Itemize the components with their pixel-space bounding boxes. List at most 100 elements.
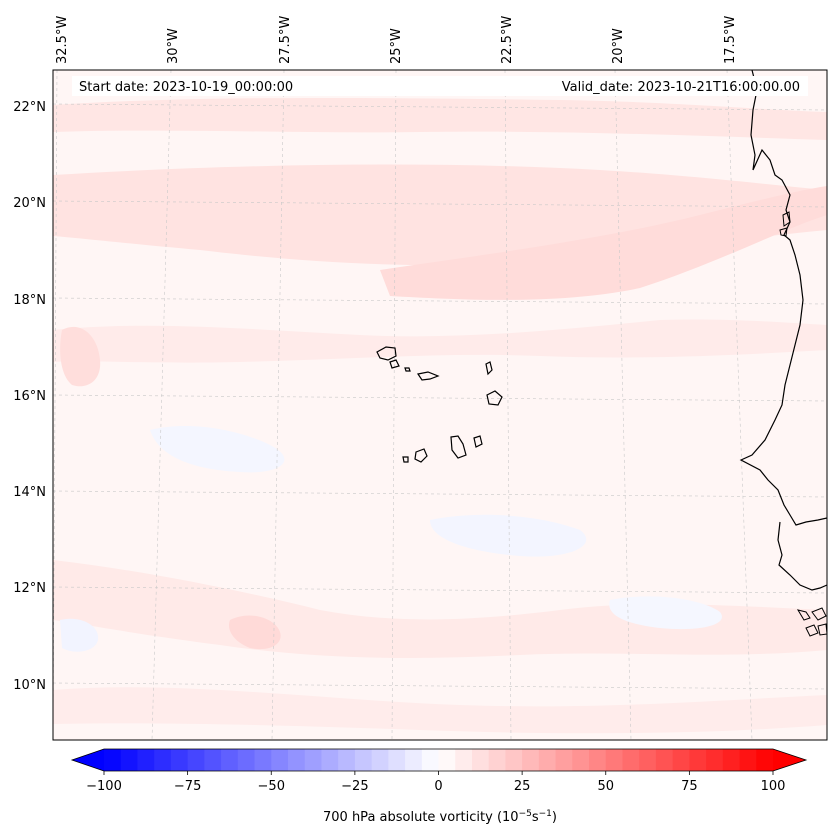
island-brava (402, 456, 409, 463)
colorbar-tick-label: −25 (341, 779, 368, 794)
map-panel (53, 70, 827, 740)
colorbar-cell (187, 749, 205, 771)
island-santa-luzia (404, 367, 411, 372)
colorbar-cell (622, 749, 640, 771)
island-maio (473, 435, 483, 448)
colorbar-min-extension (72, 749, 104, 771)
colorbar-cell (488, 749, 507, 771)
colorbar-cell (405, 749, 423, 771)
island-fogo (414, 448, 428, 463)
vorticity-patch-west (60, 326, 101, 387)
colorbar-title-exp2: −1 (539, 809, 552, 819)
colorbar-cell (672, 749, 690, 771)
colorbar-cell (321, 749, 339, 771)
vorticity-patch-south (228, 615, 281, 650)
colorbar-cell (421, 749, 440, 771)
vorticity-band-central (53, 319, 827, 363)
latitude-labels: 22°N 20°N 18°N 16°N 14°N 12°N 10°N (13, 100, 46, 693)
vorticity-band-bottom (53, 687, 827, 734)
colorbar-cell (471, 749, 490, 771)
island-sal (485, 361, 493, 376)
colorbar-cell (221, 749, 239, 771)
colorbar-cell (104, 749, 122, 771)
colorbar-ticks: −100 −75 −50 −25 0 25 50 75 100 (86, 771, 785, 794)
lat-label-12n: 12°N (13, 581, 46, 596)
vorticity-negative-patch-4 (60, 618, 99, 652)
cape-verde-islands (376, 346, 503, 463)
vorticity-negative-patch-3 (609, 596, 722, 630)
bissagos-islands (796, 607, 827, 637)
colorbar-cell (505, 749, 523, 771)
vorticity-band-north (53, 97, 827, 140)
colorbar-cell (438, 749, 456, 771)
colorbar-cell (154, 749, 172, 771)
colorbar-cell (555, 749, 573, 771)
colorbar-cell (371, 749, 389, 771)
lon-label-25w: 25°W (389, 28, 404, 64)
gridlines (53, 70, 827, 740)
valid-date-label: Valid_date: 2023-10-21T16:00:00.00 (562, 80, 800, 95)
lat-label-20n: 20°N (13, 196, 46, 211)
island-boa-vista (486, 390, 503, 406)
island-sao-vicente (389, 359, 400, 369)
colorbar-title-main: 700 hPa absolute vorticity (10 (323, 810, 519, 825)
island-santiago (450, 435, 467, 459)
colorbar-cell (722, 749, 741, 771)
banc-arguin-islands (779, 211, 791, 237)
colorbar-title-units: s (532, 810, 539, 825)
lon-label-27-5w: 27.5°W (278, 16, 293, 64)
longitude-labels: 32.5°W 30°W 27.5°W 25°W 22.5°W 20°W 17.5… (55, 16, 738, 64)
colorbar-cell (455, 749, 473, 771)
colorbar-cell (589, 749, 607, 771)
lat-label-16n: 16°N (13, 389, 46, 404)
lon-label-20w: 20°W (611, 28, 626, 64)
lat-label-14n: 14°N (13, 485, 46, 500)
colorbar-cell (639, 749, 657, 771)
lat-label-18n: 18°N (13, 293, 46, 308)
island-sao-nicolau (417, 371, 440, 381)
african-coastline (739, 70, 827, 526)
colorbar-tick-label: 0 (434, 779, 442, 794)
colorbar-cell (756, 749, 774, 771)
gridline-lon-25w (391, 70, 397, 740)
colorbar-cell (538, 749, 557, 771)
lon-label-30w: 30°W (166, 28, 181, 64)
colorbar-title: 700 hPa absolute vorticity (10−5s−1) (323, 809, 557, 825)
colorbar-cell (237, 749, 256, 771)
colorbar-cell (739, 749, 757, 771)
colorbar-cell (354, 749, 373, 771)
colorbar-tick-label: −75 (174, 779, 201, 794)
colorbar-cell (655, 749, 674, 771)
colorbar-cell (706, 749, 724, 771)
colorbar-cell (271, 749, 289, 771)
colorbar-title-close: ) (552, 810, 557, 825)
colorbar-cell (522, 749, 540, 771)
lon-label-17-5w: 17.5°W (723, 16, 738, 64)
lon-label-32-5w: 32.5°W (55, 16, 70, 64)
colorbar-max-extension (773, 749, 806, 771)
colorbar-tick-label: 25 (514, 779, 531, 794)
colorbar: −100 −75 −50 −25 0 25 50 75 100 700 hPa absolute… (70, 748, 808, 825)
colorbar-cell (388, 749, 406, 771)
island-santo-antao (376, 346, 397, 361)
lat-label-22n: 22°N (13, 100, 46, 115)
colorbar-cell (170, 749, 189, 771)
vorticity-negative-patch-2 (430, 514, 587, 557)
colorbar-cell (254, 749, 272, 771)
colorbar-cells (104, 749, 774, 771)
colorbar-cell (572, 749, 590, 771)
gridline-lon-17-5w (726, 70, 753, 740)
colorbar-cell (137, 749, 155, 771)
gridline-lon-22-5w (504, 70, 512, 740)
vorticity-negative-patch-1 (150, 425, 285, 473)
colorbar-title-exp1: −5 (519, 809, 532, 819)
lon-label-22-5w: 22.5°W (500, 16, 515, 64)
colorbar-tick-label: −100 (86, 779, 122, 794)
gridline-lon-20w (614, 70, 632, 740)
gridline-lon-32-5w (53, 70, 58, 740)
vorticity-band-streak (380, 186, 827, 300)
vorticity-field (53, 97, 827, 734)
map-frame (52, 69, 828, 741)
colorbar-tick-label: 100 (761, 779, 786, 794)
lat-label-10n: 10°N (13, 678, 46, 693)
